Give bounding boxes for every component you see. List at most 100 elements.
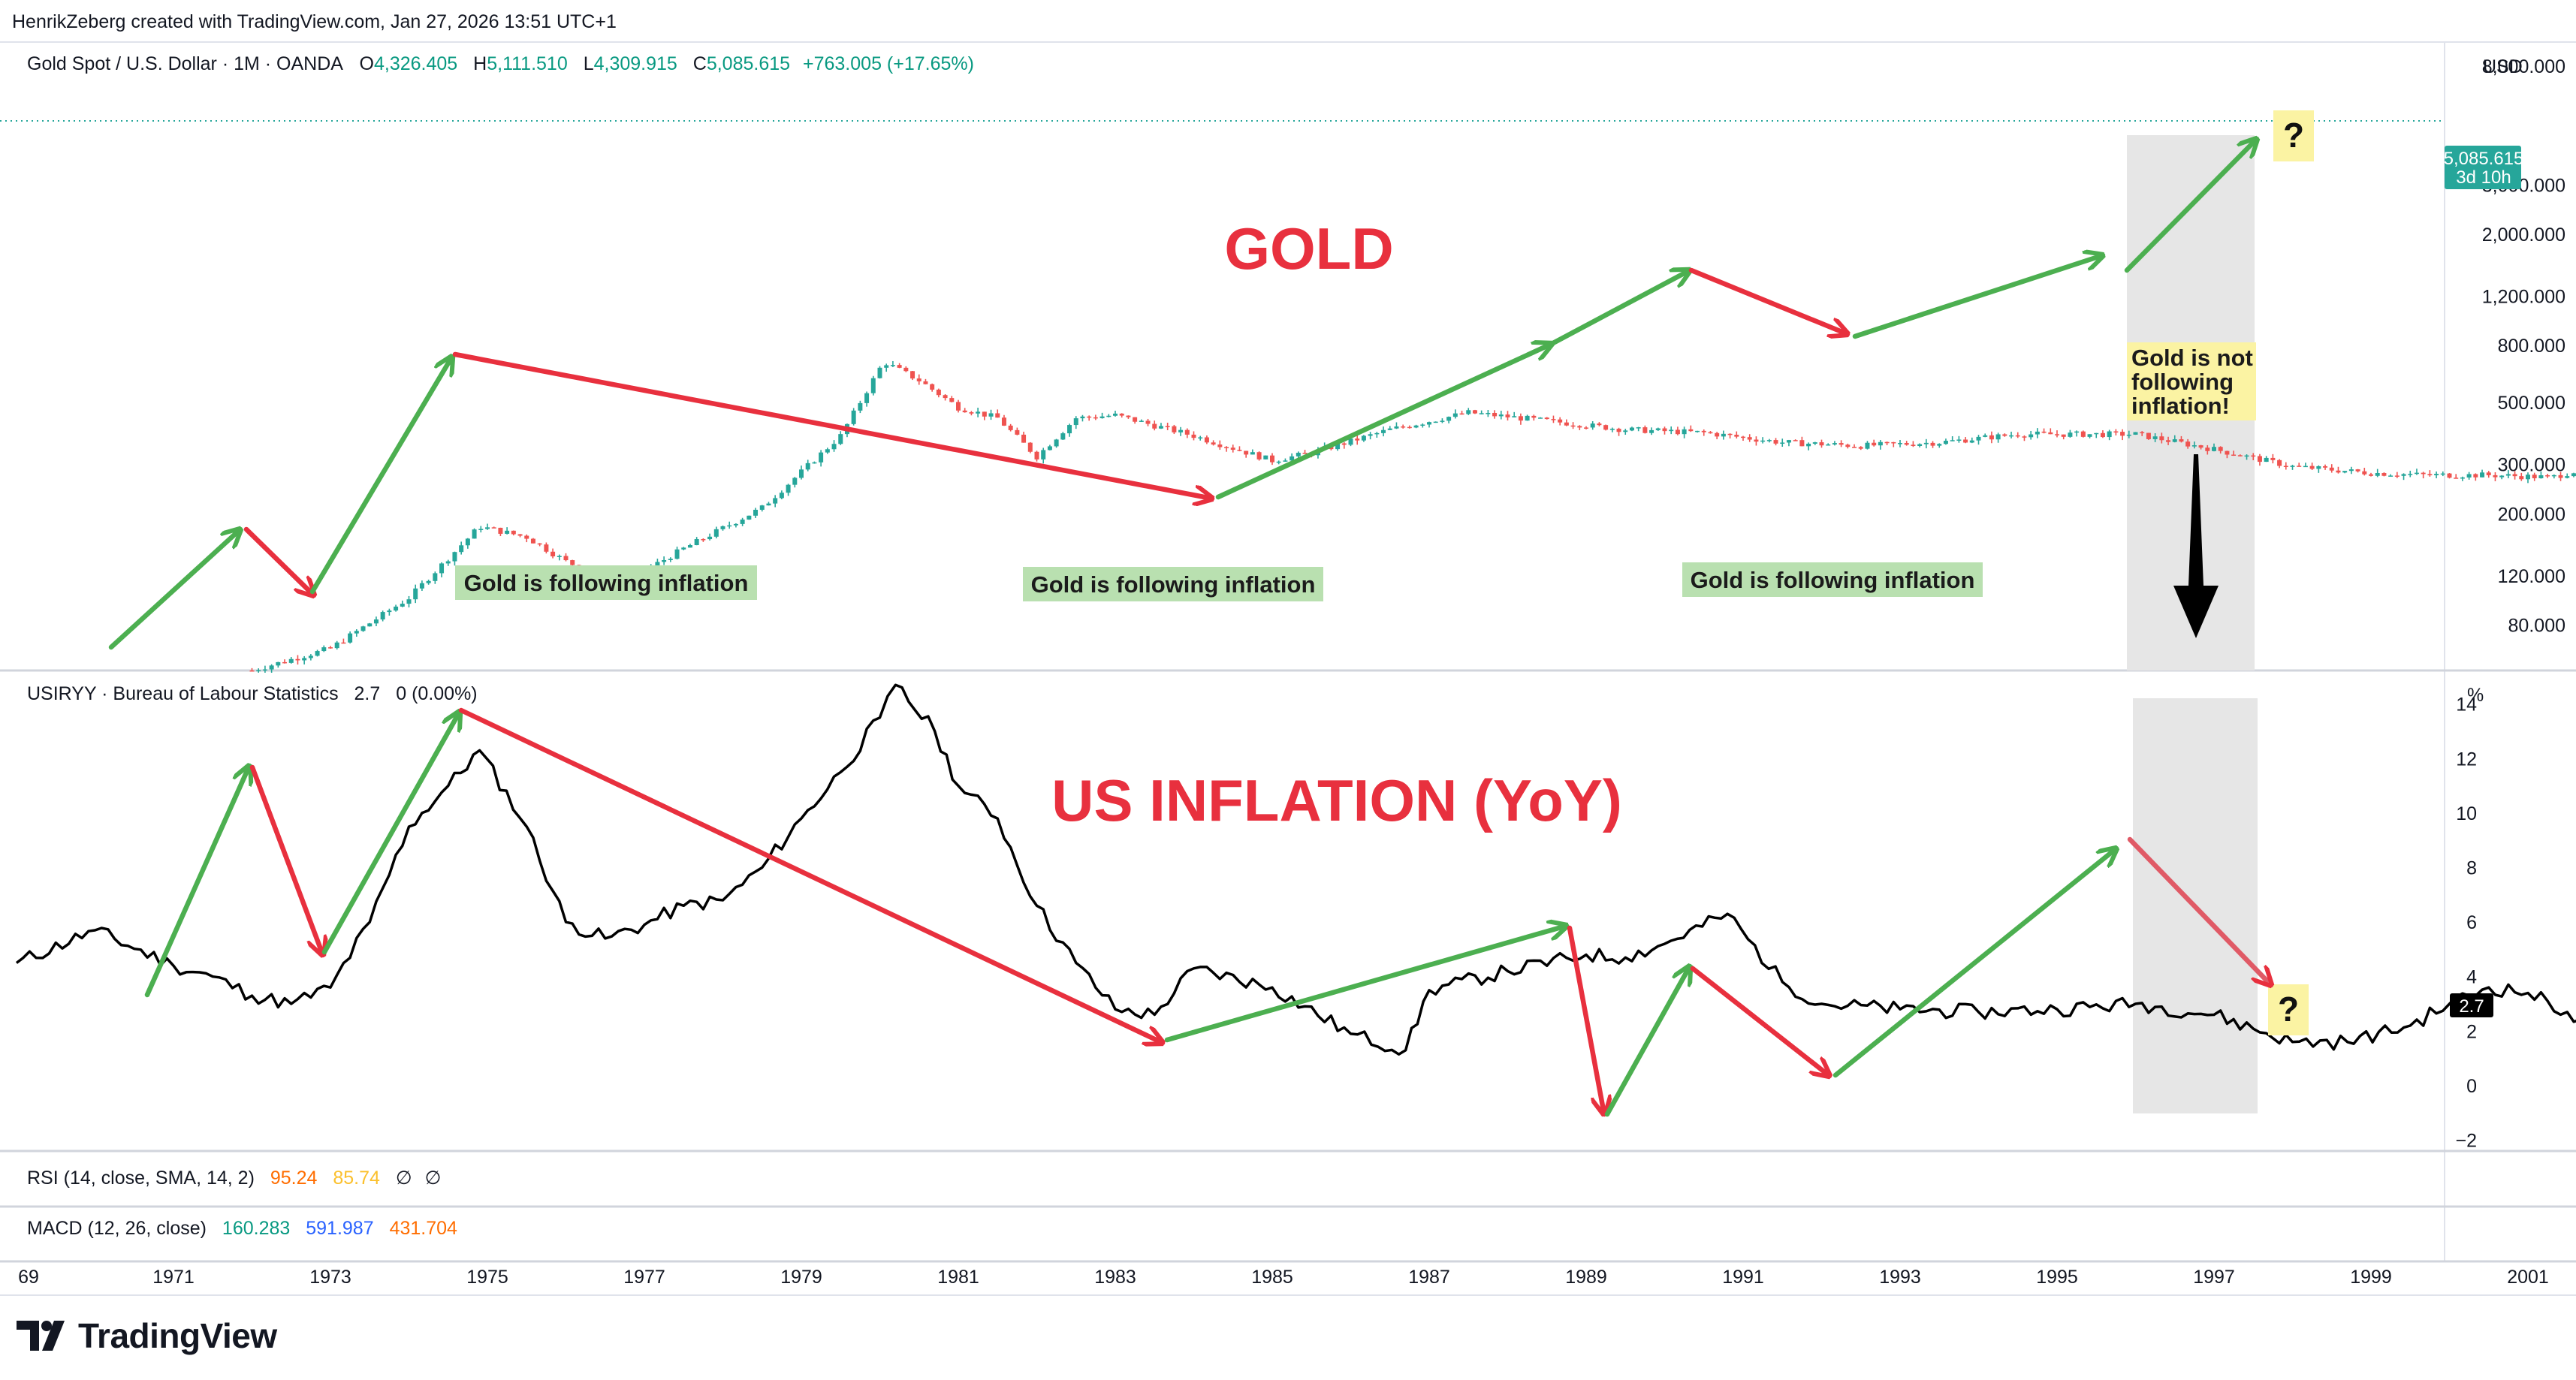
gold-candle-body: [1217, 444, 1223, 447]
gold-candle-body: [2348, 469, 2354, 472]
gold-legend: Gold Spot / U.S. Dollar · 1M · OANDA O4,…: [27, 53, 974, 74]
gold-candle-body: [1956, 439, 1962, 441]
gold-candle-body: [1178, 429, 1184, 432]
gold-axis-tick-label: 2,000.000: [2482, 224, 2565, 246]
gold-candle-body: [1230, 447, 1235, 450]
gold-candle-body: [1649, 429, 1654, 433]
gold-candle-body: [668, 559, 673, 560]
gold-candle-body: [936, 389, 941, 396]
gold-candle-body: [557, 556, 562, 557]
gold-candle-body: [864, 393, 870, 403]
time-axis-label: 1999: [2350, 1267, 2392, 1288]
gold-candle-body: [334, 642, 339, 649]
gold-candle-body: [2369, 474, 2373, 476]
time-axis-label: 1995: [2036, 1267, 2078, 1288]
gold-candle-body: [1296, 453, 1301, 456]
gold-candle-body: [753, 509, 759, 516]
gold-up-arrow-3: [1215, 344, 1552, 500]
high-value: 5,111.510: [487, 53, 568, 74]
gold-candle-body: [1923, 442, 1929, 444]
gold-candle-body: [2551, 475, 2556, 477]
gold-candle-body: [2068, 432, 2073, 437]
gold-candle-body: [2185, 441, 2191, 447]
gold-candle-body: [2388, 475, 2394, 477]
gold-candle-body: [1191, 434, 1196, 438]
gold-candle-body: [1701, 430, 1706, 432]
gold-candle-body: [1845, 444, 1851, 447]
gold-candle-body: [2545, 475, 2550, 477]
gold-candle-body: [1486, 412, 1491, 414]
gold-candle-body: [2571, 473, 2576, 477]
gold-candle-body: [1570, 425, 1576, 427]
gold-candle-body: [1413, 425, 1419, 428]
gold-candle-body: [2414, 472, 2419, 475]
gold-candle-body: [1244, 450, 1249, 455]
gold-candle-body: [1250, 452, 1255, 455]
gold-axis-ticks: 80.000 120.000 200.000 300.000 500.000 800.00…: [2482, 56, 2565, 637]
gold-candle-body: [2100, 432, 2105, 438]
gold-candle-body: [1832, 443, 1837, 444]
gold-candle-body: [1001, 417, 1006, 426]
down-arrow-icon: [2173, 454, 2219, 638]
gold-candle-body: [2257, 456, 2262, 463]
gold-up-arrow-1: [108, 529, 240, 650]
gold-candle-body: [1551, 419, 1556, 420]
gold-candle-body: [1976, 436, 1981, 441]
inflation-axis-tick-label: 6: [2466, 912, 2477, 933]
time-axis-label: 1981: [937, 1267, 979, 1288]
gold-candle-body: [1721, 433, 1726, 437]
gold-candle-body: [550, 551, 556, 557]
gold-candle-body: [1263, 455, 1268, 459]
gold-candle-body: [2309, 466, 2315, 469]
gold-candle-body: [1577, 426, 1582, 428]
gold-candle-body: [2212, 447, 2216, 451]
gold-candle-body: [773, 498, 778, 504]
rsi-value-4: ∅: [425, 1168, 442, 1189]
gold-candle-body: [2107, 431, 2112, 438]
gold-candle-body: [786, 484, 791, 493]
time-axis-label: 1997: [2193, 1267, 2235, 1288]
time-axis-label: 2001: [2507, 1267, 2549, 1288]
gold-candle-body: [740, 519, 745, 524]
gold-candle-body: [976, 411, 981, 414]
currency-label[interactable]: USD: [2483, 56, 2523, 77]
infl-up-arrow-1: [144, 766, 249, 998]
gold-candle-body: [1427, 422, 1431, 425]
gold-candle-body: [956, 402, 961, 411]
gold-candle-body: [2022, 436, 2027, 438]
gold-candle-body: [1512, 416, 1517, 417]
gold-candle-body: [1675, 429, 1680, 435]
time-axis-label: 1989: [1565, 1267, 1607, 1288]
gold-candle-body: [1715, 432, 1720, 437]
gold-candle-body: [1139, 420, 1144, 422]
gold-question-mark: ?: [2283, 116, 2304, 155]
gold-candle-body: [1878, 441, 1883, 446]
gold-candle-body: [1381, 429, 1386, 433]
gold-candle-body: [2434, 474, 2439, 476]
gold-candle-body: [328, 647, 333, 649]
gold-candle-body: [969, 412, 974, 414]
gold-candle-body: [288, 658, 294, 663]
inflation-question-box: [2268, 984, 2309, 1035]
gold-candle-body: [1669, 429, 1674, 432]
gold-candle-body: [1184, 429, 1190, 435]
gold-candle-body: [1799, 440, 1805, 447]
inflation-axis-ticks: −2 0 2 4 6 8 10 12 14: [2455, 695, 2477, 1152]
gold-candle-body: [2074, 431, 2080, 433]
gold-candle-body: [2538, 475, 2544, 478]
gold-candle-body: [1963, 439, 1968, 443]
gold-candle-body: [1440, 420, 1445, 422]
gold-candle-body: [406, 599, 412, 604]
gold-candle-body: [2198, 445, 2203, 448]
gold-candle-body: [1937, 444, 1942, 446]
gold-candle-body: [563, 556, 569, 561]
gold-candle-body: [2009, 435, 2014, 437]
tradingview-brand[interactable]: TradingView: [17, 1315, 277, 1356]
gold-candle-body: [1276, 461, 1281, 463]
gold-candle-body: [511, 530, 516, 535]
gold-candle-body: [779, 493, 784, 499]
inflation-question-mark: ?: [2278, 990, 2299, 1029]
inflation-axis-tick-label: 14: [2456, 695, 2477, 716]
gold-candle-body: [1466, 410, 1471, 414]
gold-candle-body: [766, 503, 771, 506]
